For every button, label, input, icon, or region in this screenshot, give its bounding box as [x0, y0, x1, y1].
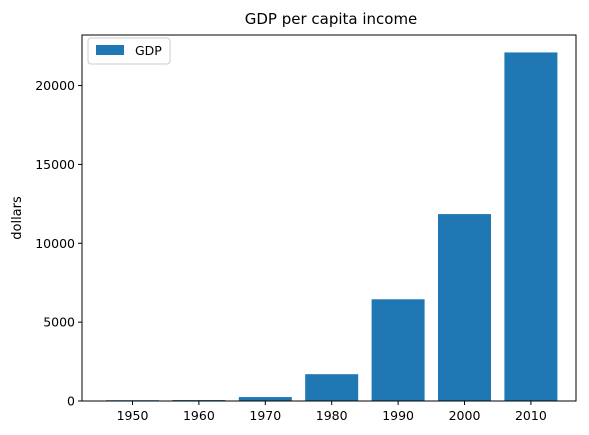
x-axis-ticks: 1950 1960 1970 1980 1990 2000 2010 [117, 401, 547, 423]
bars-group [106, 52, 558, 402]
legend-swatch [96, 45, 124, 55]
legend-label: GDP [135, 43, 162, 58]
bar-1990 [371, 299, 425, 401]
y-tick-label: 10000 [35, 236, 75, 251]
x-tick-label: 2010 [515, 408, 547, 423]
legend: GDP [87, 37, 171, 65]
chart-title: GDP per capita income [245, 10, 418, 28]
x-tick-label: 1990 [382, 408, 414, 423]
bar-2000 [438, 214, 491, 401]
x-tick-label: 1950 [117, 408, 149, 423]
x-tick-label: 1960 [183, 408, 215, 423]
y-tick-label: 15000 [35, 157, 75, 172]
y-tick-label: 5000 [43, 315, 75, 330]
legend-box [87, 37, 171, 65]
y-tick-label: 0 [67, 394, 75, 409]
bar-1970 [238, 397, 292, 401]
plot-frame [81, 34, 577, 402]
y-axis-ticks: 0 5000 10000 15000 20000 [35, 78, 82, 409]
x-tick-label: 2000 [449, 408, 481, 423]
y-axis-label: dollars [10, 196, 25, 240]
x-tick-label: 1980 [316, 408, 348, 423]
y-tick-label: 20000 [35, 78, 75, 93]
bar-1980 [305, 374, 359, 401]
x-tick-label: 1970 [249, 408, 281, 423]
bar-2010 [504, 52, 558, 402]
